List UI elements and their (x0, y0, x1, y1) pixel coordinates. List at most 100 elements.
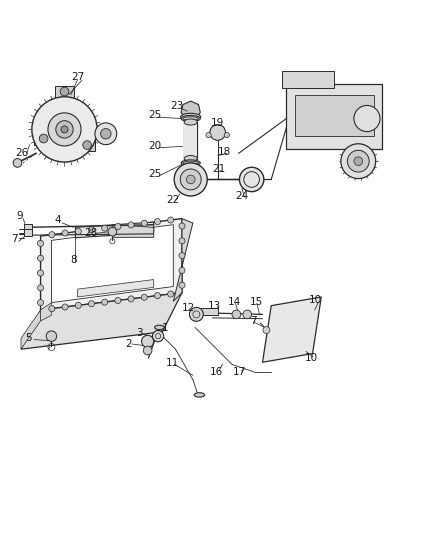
Circle shape (155, 293, 161, 298)
Circle shape (75, 302, 81, 309)
Circle shape (102, 299, 108, 305)
Ellipse shape (184, 119, 197, 125)
Ellipse shape (194, 393, 205, 397)
Polygon shape (78, 139, 95, 151)
Text: 28: 28 (84, 229, 97, 238)
Text: 17: 17 (233, 367, 247, 377)
Circle shape (62, 304, 68, 310)
Circle shape (210, 125, 226, 140)
Circle shape (88, 301, 95, 307)
Text: 11: 11 (166, 358, 179, 368)
Ellipse shape (155, 325, 164, 329)
Circle shape (232, 310, 241, 319)
Polygon shape (173, 219, 193, 301)
Text: 4: 4 (55, 215, 61, 225)
Text: 7: 7 (11, 234, 18, 244)
Circle shape (168, 291, 174, 297)
Polygon shape (262, 297, 321, 362)
Text: 23: 23 (170, 101, 184, 111)
Text: 12: 12 (182, 303, 195, 313)
Text: 20: 20 (148, 141, 161, 151)
Ellipse shape (184, 156, 197, 161)
Circle shape (189, 308, 203, 321)
Circle shape (347, 150, 369, 172)
Bar (24, 224, 32, 231)
Text: 10: 10 (305, 353, 318, 363)
Circle shape (38, 270, 44, 276)
Circle shape (141, 335, 154, 348)
Circle shape (38, 285, 44, 291)
Circle shape (75, 228, 81, 235)
Circle shape (354, 157, 363, 166)
Polygon shape (34, 133, 51, 144)
Circle shape (32, 97, 97, 162)
Ellipse shape (181, 160, 200, 166)
Circle shape (128, 222, 134, 228)
Text: 7: 7 (250, 316, 256, 326)
Circle shape (354, 106, 380, 132)
Text: 10: 10 (309, 295, 322, 305)
Polygon shape (51, 225, 173, 303)
Bar (282, 71, 334, 88)
Circle shape (143, 346, 152, 355)
Circle shape (240, 167, 264, 192)
Polygon shape (78, 279, 154, 297)
Circle shape (180, 169, 201, 190)
Polygon shape (55, 86, 74, 99)
Circle shape (179, 253, 185, 259)
Circle shape (83, 141, 92, 149)
Polygon shape (21, 293, 182, 349)
Ellipse shape (181, 114, 201, 120)
Circle shape (174, 163, 207, 196)
Text: 25: 25 (148, 169, 161, 179)
Circle shape (186, 175, 195, 184)
Circle shape (243, 310, 252, 319)
Circle shape (49, 305, 55, 312)
Text: 15: 15 (249, 297, 263, 307)
Text: 19: 19 (211, 118, 224, 128)
Text: 22: 22 (167, 195, 180, 205)
Circle shape (155, 219, 161, 225)
Circle shape (39, 134, 48, 143)
Text: 5: 5 (25, 333, 32, 343)
Circle shape (102, 225, 108, 231)
Circle shape (108, 228, 117, 236)
Polygon shape (21, 310, 41, 349)
Circle shape (56, 120, 73, 138)
Circle shape (141, 220, 147, 227)
Text: 8: 8 (70, 255, 77, 264)
Circle shape (341, 144, 376, 179)
Text: 26: 26 (16, 148, 29, 158)
Polygon shape (41, 219, 182, 310)
Text: 21: 21 (212, 165, 226, 174)
Circle shape (224, 133, 230, 138)
Circle shape (60, 87, 69, 96)
Circle shape (38, 255, 44, 261)
Circle shape (179, 238, 185, 244)
Circle shape (88, 227, 95, 233)
Circle shape (62, 230, 68, 236)
Circle shape (152, 330, 164, 342)
Polygon shape (181, 101, 200, 117)
Text: 16: 16 (209, 367, 223, 377)
Circle shape (101, 128, 111, 139)
Text: 3: 3 (137, 328, 143, 337)
Text: 18: 18 (218, 147, 231, 157)
Text: 13: 13 (208, 301, 221, 311)
Polygon shape (41, 303, 51, 321)
Polygon shape (113, 225, 154, 237)
Circle shape (115, 297, 121, 304)
Text: 2: 2 (126, 338, 132, 349)
Circle shape (179, 268, 185, 273)
Circle shape (115, 223, 121, 230)
Circle shape (38, 240, 44, 246)
Circle shape (38, 300, 44, 305)
Bar (24, 229, 32, 236)
Bar (286, 84, 382, 149)
Circle shape (49, 232, 55, 238)
Text: 9: 9 (16, 211, 23, 221)
Circle shape (95, 123, 117, 144)
Circle shape (46, 331, 57, 341)
Bar (201, 308, 218, 315)
Circle shape (263, 327, 270, 334)
